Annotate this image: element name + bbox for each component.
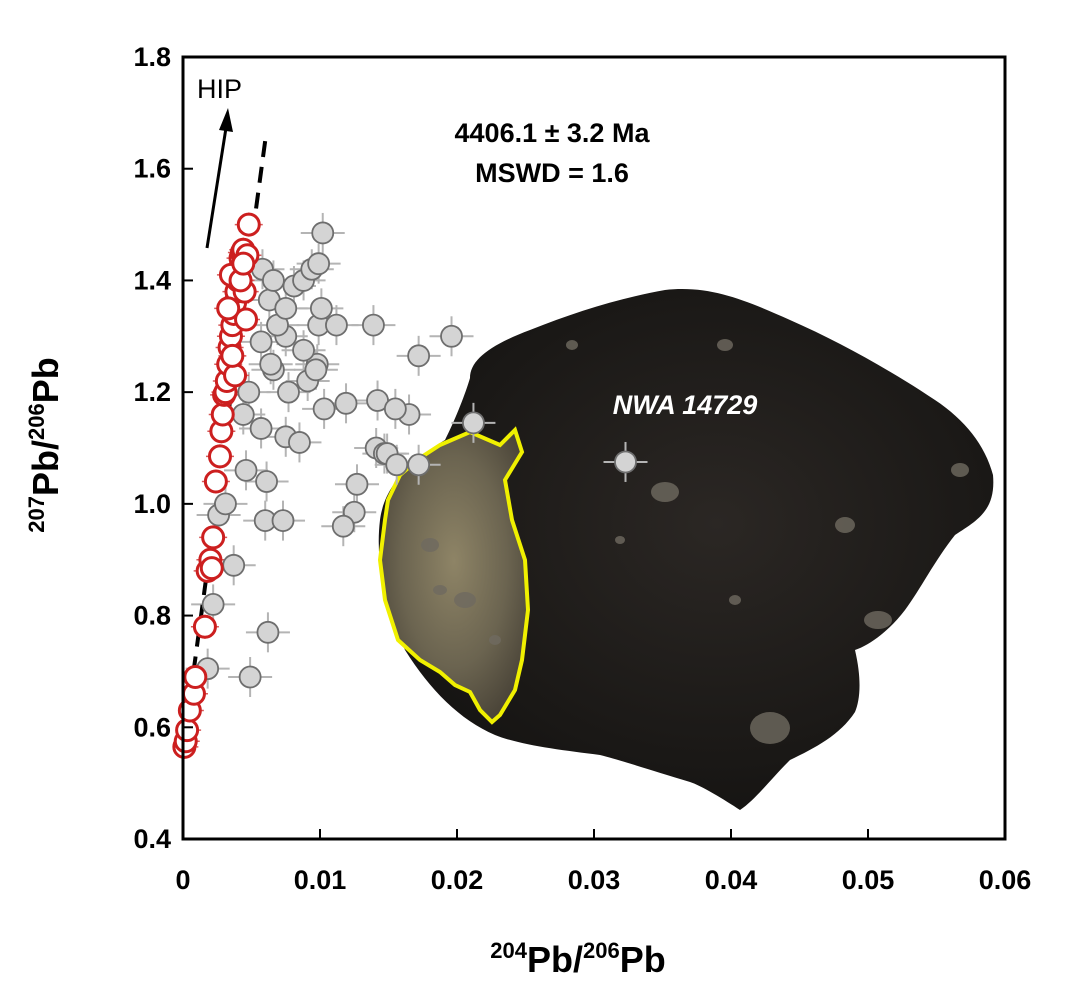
excluded-data-point [462,411,485,435]
excluded-data-point [237,380,261,404]
excluded-data-point [385,453,409,477]
clast-outline [377,426,531,725]
excluded-data-point [407,453,431,477]
x-axis-title: 204Pb/206Pb [490,938,665,980]
isochron-data-point [216,296,241,321]
excluded-data-point [362,313,385,337]
x-tick-label: 0.06 [979,865,1032,895]
isochron-data-point [192,614,217,639]
y-tick-label: 0.6 [133,712,171,742]
excluded-data-point [334,391,358,415]
excluded-data-point [222,553,246,577]
excluded-data-point [274,296,298,320]
x-tick-label: 0.02 [431,865,484,895]
excluded-points [196,221,637,689]
excluded-data-point [325,313,348,337]
excluded-data-point [249,330,273,354]
excluded-data-point [214,492,237,516]
x-tick-label: 0.03 [568,865,621,895]
excluded-data-point [614,450,637,474]
excluded-data-point [234,458,258,482]
excluded-data-point [383,397,407,421]
excluded-data-point [292,338,315,362]
isochron-data-point [199,556,224,581]
isochron-data-point [207,444,232,469]
hip-label: HIP [197,74,242,104]
meteorite-photo [377,289,994,811]
x-tick-label: 0.04 [705,865,758,895]
excluded-data-point [311,221,335,245]
y-axis: 0.4 0.6 0.8 1.0 1.2 1.4 1.6 1.8 [133,42,193,854]
isochron-data-point [210,402,235,427]
excluded-data-point [331,514,355,538]
isochron-data-point [220,343,245,368]
excluded-data-point [262,269,285,292]
x-tick-label: 0.05 [842,865,895,895]
excluded-data-point [307,252,331,276]
excluded-data-point [309,296,333,320]
excluded-data-point [201,593,225,616]
x-axis: 0 0.01 0.02 0.03 0.04 0.05 0.06 [175,829,1031,895]
mswd-annotation: MSWD = 1.6 [475,158,629,188]
age-annotation: 4406.1 ± 3.2 Ma [455,118,651,148]
y-tick-label: 1.2 [133,377,171,407]
excluded-data-point [304,358,328,382]
excluded-data-point [256,620,280,644]
y-tick-label: 0.4 [133,824,171,854]
sample-label: NWA 14729 [613,390,758,420]
y-axis-title: 207Pb/206Pb [24,357,66,532]
y-tick-label: 1.4 [133,265,171,295]
excluded-data-point [238,665,262,689]
excluded-data-point [407,344,431,368]
excluded-data-point [345,472,369,496]
isochron-data-point [231,251,256,276]
rock-body [378,289,994,811]
isochron-data-point [175,718,200,743]
excluded-data-point [288,431,311,454]
excluded-data-point [231,403,255,426]
x-tick-label: 0.01 [294,865,347,895]
rock-inclusions [421,339,969,744]
excluded-data-point [312,397,336,421]
excluded-data-point [259,352,283,376]
excluded-data-point [271,509,295,533]
y-tick-label: 1.0 [133,489,171,519]
isochron-data-point [183,665,208,690]
excluded-data-point [255,470,278,493]
light-clast [380,430,528,722]
y-tick-label: 1.8 [133,42,171,72]
hip-arrow [205,108,233,249]
excluded-data-point [440,324,463,348]
arrow-head-icon [219,108,233,132]
isochron-data-point [201,525,226,550]
y-tick-label: 1.6 [133,154,171,184]
isochron-data-point [234,307,259,332]
y-tick-label: 0.8 [133,601,171,631]
x-tick-label: 0 [175,865,190,895]
excluded-data-point [249,417,273,440]
isochron-data-point [203,469,228,494]
isochron-data-point [223,363,248,388]
isochron-data-point [236,212,261,237]
excluded-data-point [277,380,300,404]
isochron-points [172,212,261,759]
